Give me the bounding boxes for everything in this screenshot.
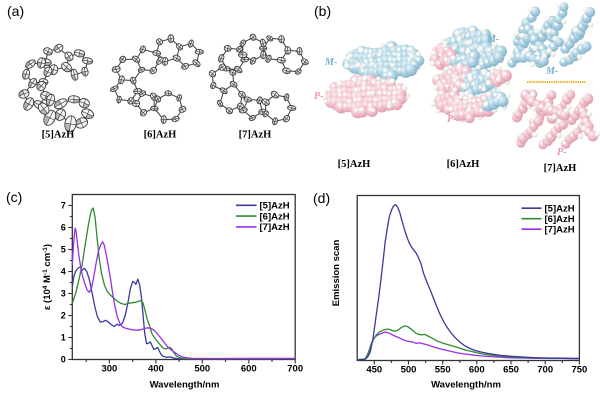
svg-text:[6]AzH: [6]AzH: [447, 159, 480, 170]
svg-text:3: 3: [61, 289, 66, 299]
svg-text:[6]AzH: [6]AzH: [144, 130, 177, 141]
svg-text:[5]AzH: [5]AzH: [260, 201, 290, 212]
svg-text:(d): (d): [313, 190, 330, 206]
svg-text:650: 650: [503, 365, 519, 376]
svg-text:[7]AzH: [7]AzH: [239, 130, 272, 141]
svg-text:300: 300: [101, 364, 117, 375]
svg-text:5: 5: [61, 245, 66, 255]
svg-text:[6]AzH: [6]AzH: [260, 211, 290, 222]
svg-text:ε (104 M-1 cm-1): ε (104 M-1 cm-1): [42, 244, 53, 310]
svg-text:[6]AzH: [6]AzH: [545, 214, 575, 225]
svg-text:500: 500: [194, 364, 210, 375]
svg-text:750: 750: [571, 365, 587, 376]
svg-text:[7]AzH: [7]AzH: [544, 163, 577, 174]
svg-text:Wavelength/nm: Wavelength/nm: [431, 380, 501, 391]
svg-text:Wavelength/nm: Wavelength/nm: [150, 380, 220, 391]
svg-text:M-: M-: [486, 34, 499, 45]
svg-text:550: 550: [435, 365, 451, 376]
svg-text:Emission scan: Emission scan: [331, 240, 342, 307]
svg-text:4: 4: [61, 267, 66, 277]
svg-text:400: 400: [148, 364, 164, 375]
svg-text:P-: P-: [447, 114, 456, 125]
svg-text:M-: M-: [545, 66, 558, 77]
svg-text:1: 1: [61, 333, 66, 343]
svg-text:P-: P-: [557, 147, 566, 158]
svg-text:6: 6: [61, 223, 66, 233]
svg-text:2: 2: [61, 311, 66, 321]
svg-text:M-: M-: [324, 57, 337, 68]
svg-text:P-: P-: [314, 91, 323, 102]
svg-text:[5]AzH: [5]AzH: [545, 204, 575, 215]
svg-text:700: 700: [287, 364, 303, 375]
svg-text:(b): (b): [314, 3, 331, 19]
svg-text:500: 500: [401, 365, 417, 376]
svg-text:[7]AzH: [7]AzH: [260, 222, 290, 233]
svg-text:0: 0: [61, 355, 66, 365]
svg-text:(c): (c): [6, 189, 22, 205]
svg-text:[5]AzH: [5]AzH: [338, 159, 371, 170]
svg-text:600: 600: [241, 364, 257, 375]
svg-text:[7]AzH: [7]AzH: [545, 225, 575, 236]
svg-text:7: 7: [61, 201, 66, 211]
svg-text:(a): (a): [7, 3, 24, 19]
svg-text:[5]AzH: [5]AzH: [42, 130, 75, 141]
svg-text:600: 600: [469, 365, 485, 376]
svg-text:450: 450: [366, 365, 382, 376]
svg-text:700: 700: [537, 365, 553, 376]
